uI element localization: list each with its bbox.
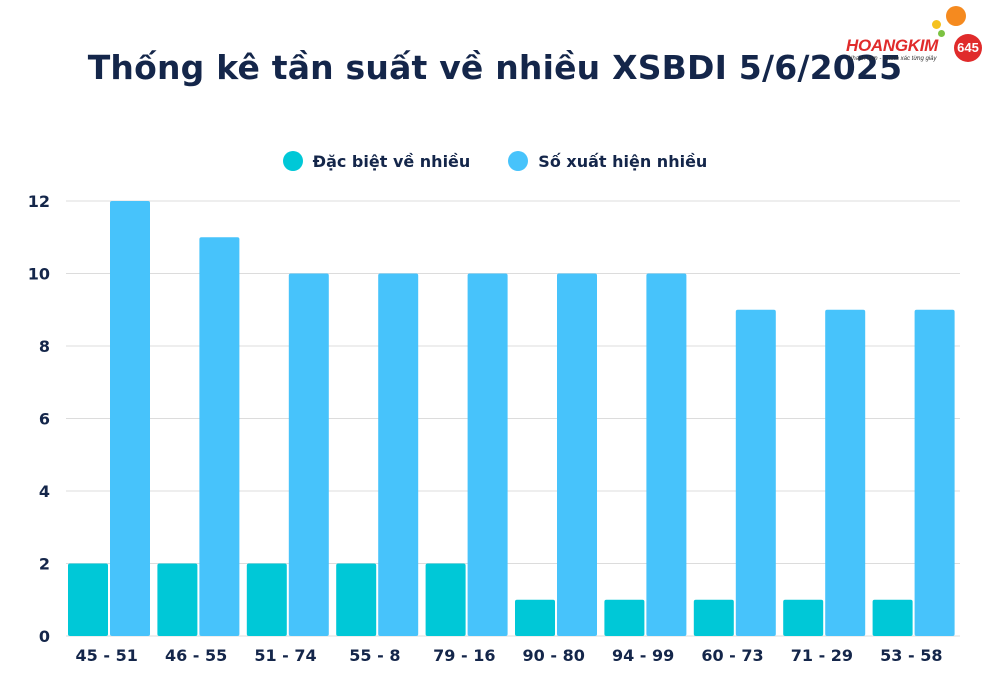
bar-so-xuat-hien-8 <box>825 309 866 636</box>
bar-dac-biet-4 <box>425 563 466 636</box>
bar-so-xuat-hien-1 <box>199 237 240 636</box>
logo-dot-orange <box>946 6 966 26</box>
bar-dac-biet-5 <box>515 599 555 636</box>
legend-swatch-dac-biet <box>282 151 303 171</box>
bar-dac-biet-9 <box>872 599 913 636</box>
legend-label-dac-biet: Đặc biệt về nhiều <box>312 151 471 171</box>
bar-dac-biet-8 <box>783 599 824 636</box>
bar-dac-biet-1 <box>157 563 198 636</box>
x-category-label: 55 - 8 <box>349 646 400 665</box>
bar-so-xuat-hien-6 <box>646 273 687 636</box>
logo-dot-yellow <box>932 20 941 29</box>
bar-so-xuat-hien-3 <box>378 273 419 636</box>
y-tick-label: 2 <box>39 555 50 574</box>
legend-swatch-so-xuat-hien <box>508 151 529 171</box>
x-category-label: 45 - 51 <box>76 646 138 665</box>
y-tick-label: 6 <box>39 410 50 429</box>
bar-so-xuat-hien-4 <box>467 273 508 636</box>
logo-tagline: Nhanh hơn - Chính xác từng giây <box>848 56 937 62</box>
bar-dac-biet-6 <box>604 599 645 636</box>
y-tick-label: 8 <box>39 337 50 356</box>
x-category-label: 71 - 29 <box>791 646 853 665</box>
logo-text: HOANGKIM <box>846 36 939 55</box>
x-category-label: 94 - 99 <box>612 646 674 665</box>
bar-so-xuat-hien-5 <box>557 273 597 636</box>
brand-logo: HOANGKIM 645 Nhanh hơn - Chính xác từng … <box>846 6 986 76</box>
x-category-label: 51 - 74 <box>254 646 316 665</box>
logo-dot-green <box>938 30 945 37</box>
bar-dac-biet-0 <box>68 563 108 636</box>
y-tick-label: 4 <box>39 482 50 501</box>
x-category-label: 90 - 80 <box>523 646 585 665</box>
bar-dac-biet-7 <box>693 599 734 636</box>
legend-item-so-xuat-hien: Số xuất hiện nhiều <box>508 151 707 171</box>
bar-so-xuat-hien-2 <box>288 273 329 636</box>
x-category-label: 53 - 58 <box>880 646 942 665</box>
x-category-label: 60 - 73 <box>701 646 763 665</box>
bar-so-xuat-hien-7 <box>735 309 776 636</box>
x-category-label: 79 - 16 <box>433 646 495 665</box>
chart-legend: Đặc biệt về nhiều Số xuất hiện nhiều <box>0 148 990 174</box>
x-category-label: 46 - 55 <box>165 646 227 665</box>
legend-item-dac-biet: Đặc biệt về nhiều <box>282 151 471 171</box>
bar-so-xuat-hien-0 <box>110 201 150 636</box>
legend-label-so-xuat-hien: Số xuất hiện nhiều <box>538 151 708 171</box>
bar-dac-biet-2 <box>246 563 287 636</box>
chart-title: Thống kê tần suất về nhiều XSBDI 5/6/202… <box>87 48 903 87</box>
y-tick-label: 0 <box>39 627 50 646</box>
y-tick-label: 12 <box>28 192 50 211</box>
logo-number: 645 <box>954 34 982 62</box>
y-tick-label: 10 <box>28 265 50 284</box>
bar-so-xuat-hien-9 <box>914 309 955 636</box>
bar-dac-biet-3 <box>336 563 377 636</box>
